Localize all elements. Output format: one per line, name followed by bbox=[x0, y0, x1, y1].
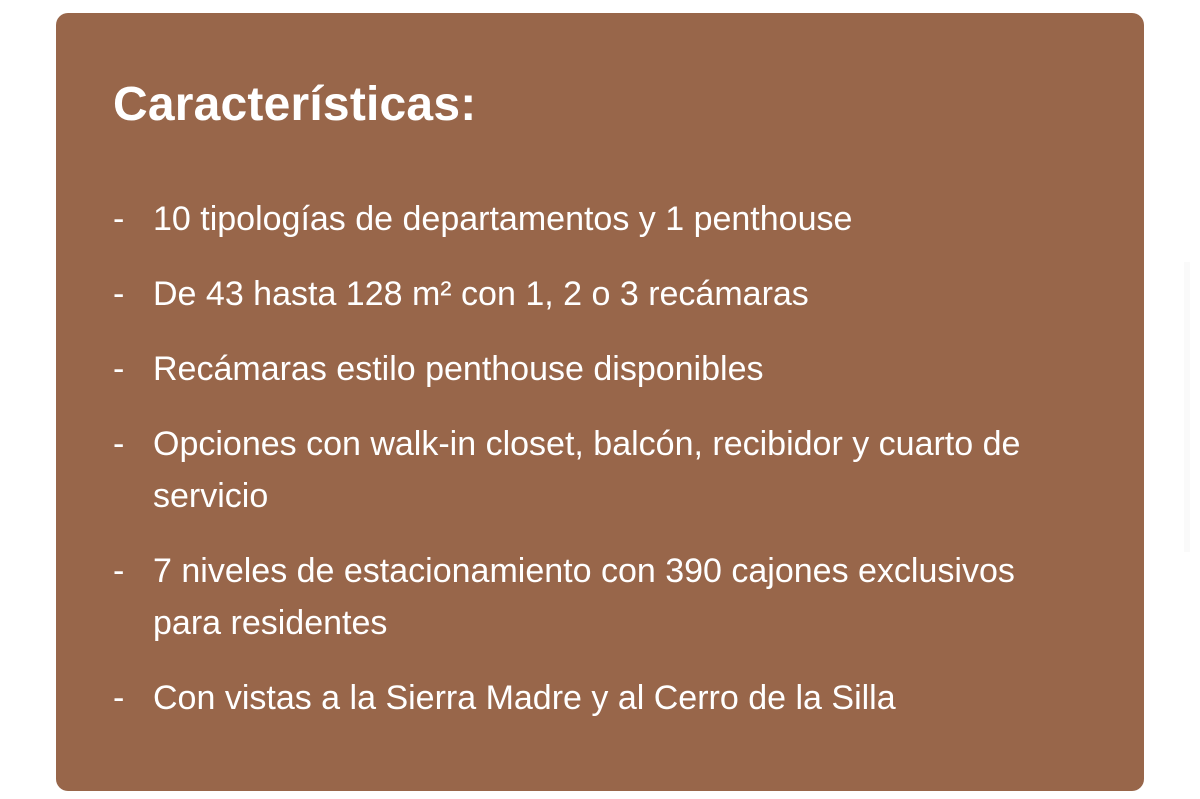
list-item: - De 43 hasta 128 m² con 1, 2 o 3 recámar… bbox=[113, 268, 1093, 320]
item-text: 10 tipologías de departamentos y 1 penth… bbox=[153, 200, 853, 238]
features-title: Características: bbox=[113, 78, 477, 131]
item-text: 7 niveles de estacionamiento con 390 caj… bbox=[153, 552, 1015, 642]
bullet-dash: - bbox=[113, 275, 125, 313]
list-item: -10 tipologías de departamentos y 1 pent… bbox=[113, 193, 1093, 245]
item-text: Opciones con walk-in closet, balcón, rec… bbox=[153, 425, 1021, 515]
item-text: Con vistas a la Sierra Madre y al Cerro … bbox=[153, 679, 896, 717]
features-list: -10 tipologías de departamentos y 1 pent… bbox=[113, 193, 1143, 747]
item-text: De 43 hasta 128 m² con 1, 2 o 3 recámara… bbox=[153, 275, 809, 313]
bullet-dash: - bbox=[113, 200, 125, 238]
bullet-dash: - bbox=[113, 679, 125, 717]
bullet-dash: - bbox=[113, 552, 125, 590]
list-item: - Recámaras estilo penthouse disponibles bbox=[113, 343, 1093, 395]
item-text: Recámaras estilo penthouse disponibles bbox=[153, 350, 764, 388]
features-card: Características: -10 tipologías de depar… bbox=[56, 13, 1144, 791]
bullet-dash: - bbox=[113, 350, 125, 388]
list-item: -7 niveles de estacionamiento con 390 ca… bbox=[113, 545, 1053, 649]
list-item: - Opciones con walk-in closet, balcón, re… bbox=[113, 418, 1073, 522]
background-edge bbox=[1184, 262, 1190, 552]
bullet-dash: - bbox=[113, 425, 125, 463]
list-item: - Con vistas a la Sierra Madre y al Cerro… bbox=[113, 672, 1143, 724]
